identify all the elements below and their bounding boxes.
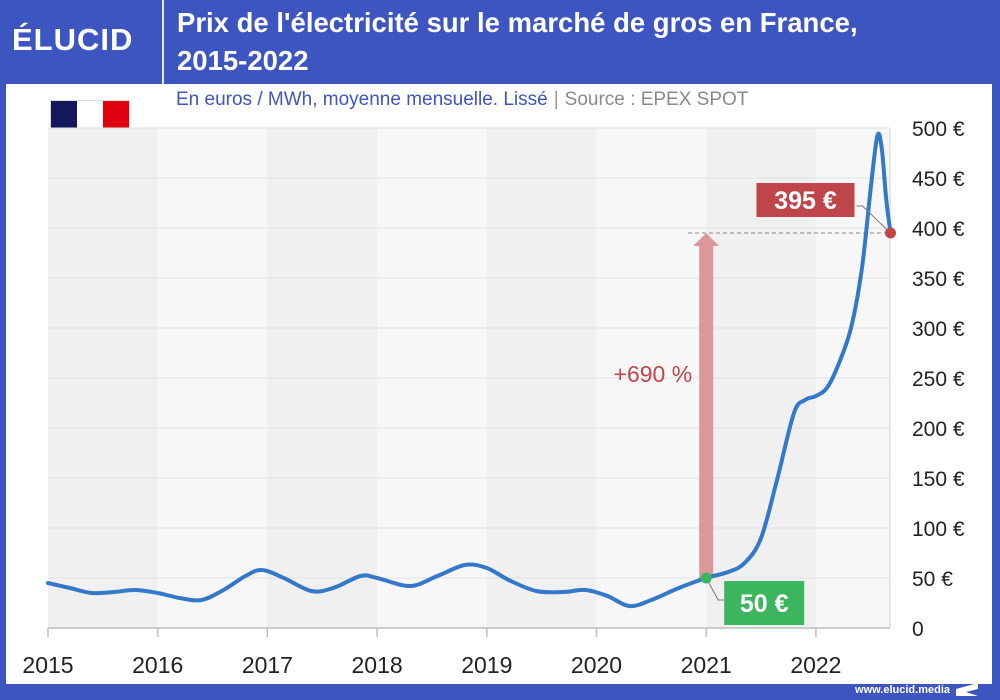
title-line-2: 2015-2022 <box>177 45 309 76</box>
x-tick-label: 2020 <box>571 652 622 678</box>
x-tick-label: 2021 <box>681 652 732 678</box>
subtitle-source: Source : EPEX SPOT <box>564 89 749 110</box>
chart-title: Prix de l'électricité sur le marché de g… <box>177 4 997 80</box>
header: ÉLUCID Prix de l'électricité sur le marc… <box>0 0 1000 84</box>
price-line <box>46 131 893 609</box>
start-value-label: 50 € <box>740 590 789 618</box>
end-leader-line <box>856 205 891 234</box>
y-tick-label: 200 € <box>912 418 965 441</box>
y-tick-label: 250 € <box>912 368 965 391</box>
x-tick-label: 2018 <box>352 652 403 678</box>
annotations-back: +690 % <box>614 232 891 578</box>
x-tick-label: 2016 <box>132 652 183 678</box>
increase-percent-label: +690 % <box>614 361 693 387</box>
chart-subtitle: En euros / MWh, moyenne mensuelle. Lissé… <box>176 89 748 111</box>
start-point-marker <box>700 572 712 584</box>
elucid-logo: ÉLUCID <box>12 22 134 57</box>
y-tick-label: 100 € <box>912 518 965 541</box>
gridlines <box>48 127 891 628</box>
y-tick-label: 300 € <box>912 318 965 341</box>
axes: 0 50 € 100 € 150 € 200 € 250 € 300 € 350 € 400 €… <box>22 118 964 678</box>
start-value-badge <box>724 581 805 625</box>
x-tick-label: 2015 <box>22 652 73 678</box>
end-value-badge <box>756 183 855 217</box>
x-tick-label: 2019 <box>461 652 512 678</box>
y-tick-label: 500 € <box>912 118 965 141</box>
y-tick-label: 0 <box>912 618 924 641</box>
y-tick-label: 450 € <box>912 168 965 191</box>
y-tick-label: 400 € <box>912 218 965 241</box>
increase-arrow-head <box>693 233 720 246</box>
end-point-marker <box>884 227 896 239</box>
annotations-front: 50 € 395 € <box>700 183 896 625</box>
start-leader-line <box>705 577 725 601</box>
subtitle-unit: En euros / MWh, moyenne mensuelle. Lissé <box>176 89 548 110</box>
footer-url[interactable]: www.elucid.media <box>855 684 950 696</box>
y-tick-label: 50 € <box>912 568 953 591</box>
subtitle-separator: | <box>553 89 559 110</box>
y-tick-label: 150 € <box>912 468 965 491</box>
title-line-1: Prix de l'électricité sur le marché de g… <box>177 7 858 38</box>
x-tick-label: 2017 <box>242 652 293 678</box>
increase-arrow-shaft <box>699 245 714 578</box>
header-divider <box>162 0 164 84</box>
y-tick-label: 350 € <box>912 268 965 291</box>
end-value-label: 395 € <box>774 187 837 215</box>
elucid-mark-icon <box>956 683 978 696</box>
x-tick-label: 2022 <box>790 652 841 678</box>
